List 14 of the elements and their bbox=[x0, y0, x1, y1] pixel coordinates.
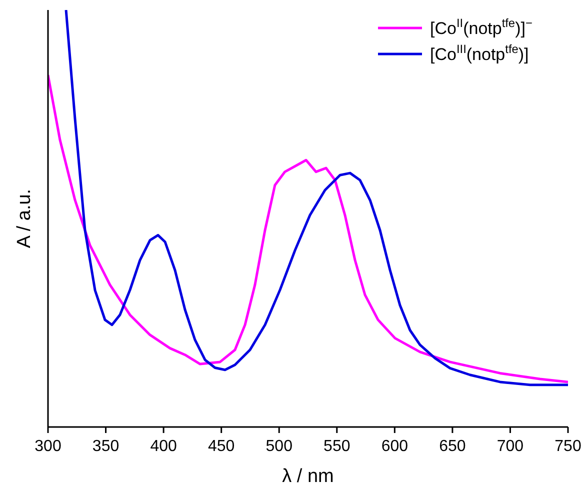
x-tick-label: 700 bbox=[496, 438, 524, 455]
x-tick-label: 600 bbox=[381, 438, 408, 455]
y-axis-title: A / a.u. bbox=[14, 188, 35, 248]
x-axis-title: λ / nm bbox=[282, 466, 334, 487]
legend-label: [Co$^{III}$(notp$^{tfe}$)] bbox=[430, 42, 529, 64]
x-tick-label: 350 bbox=[92, 438, 120, 455]
x-tick-label: 650 bbox=[439, 438, 466, 455]
x-tick-label: 300 bbox=[34, 438, 62, 455]
x-tick-label: 550 bbox=[324, 438, 350, 455]
x-tick-label: 450 bbox=[208, 438, 235, 455]
x-tick-label: 400 bbox=[150, 438, 177, 455]
x-tick-label: 500 bbox=[266, 438, 293, 455]
legend-label: [Co$^{II}$(notp$^{tfe}$)]$^{−}$ bbox=[430, 16, 532, 38]
x-tick-label: 750 bbox=[554, 438, 582, 455]
